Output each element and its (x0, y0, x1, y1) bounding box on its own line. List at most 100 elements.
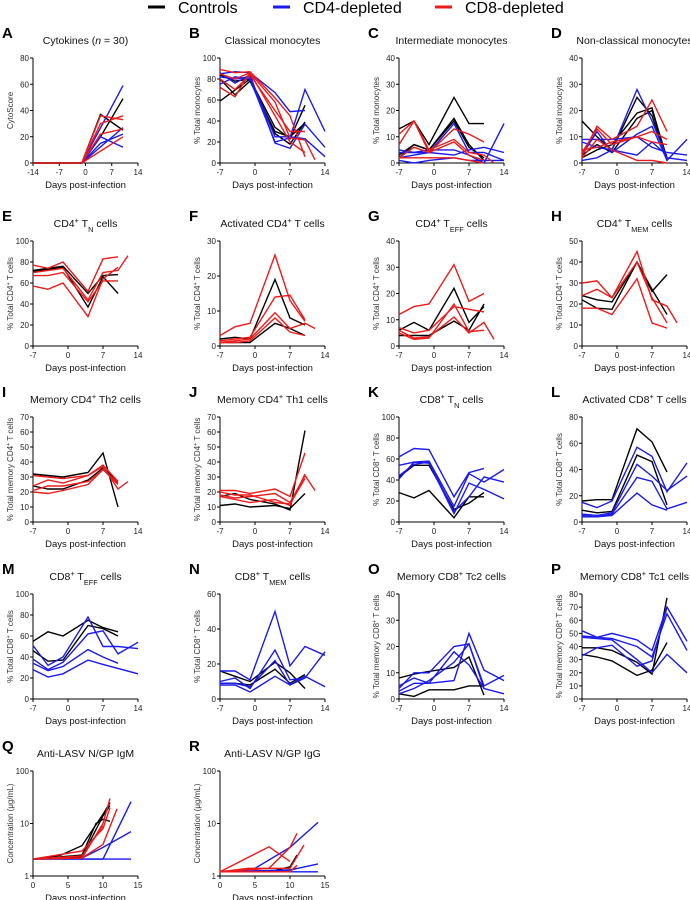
text-segment: % Total memory CD4 (193, 445, 202, 521)
x-tick-label: 0 (432, 527, 437, 536)
panel-title: Memory CD8+ Tc2 cells (397, 569, 506, 584)
series-line-cd8-depleted (581, 138, 668, 164)
panel-letter: H (551, 208, 562, 225)
series-line-cd4-depleted (398, 631, 505, 692)
panel-title: Memory CD4+ Th2 cells (30, 392, 141, 407)
x-tick-label: 7 (467, 351, 472, 360)
y-tick-label: 20 (386, 497, 395, 506)
panel-letter: N (189, 561, 200, 578)
panel-title: Activated CD4+ T cells (220, 216, 324, 231)
series-line-cd4-depleted (219, 72, 326, 150)
text-segment: EFF (450, 225, 464, 234)
x-tick-label: 0 (253, 527, 258, 536)
x-tick-label: 0 (253, 351, 258, 360)
y-tick-label: 10 (386, 669, 395, 678)
series-line-cd4-depleted (398, 146, 505, 159)
x-tick-label: 14 (683, 704, 690, 713)
series-line-controls (581, 642, 668, 677)
text-segment: EFF (84, 578, 98, 587)
x-axis-label: Days post-infection (411, 363, 492, 374)
series-line-controls (219, 493, 306, 510)
x-tick-label: 10 (99, 881, 108, 890)
series-line-cd8-depleted (32, 464, 119, 482)
y-tick-label: 40 (569, 54, 578, 63)
panel-title: Activated CD8+ T cells (582, 392, 686, 407)
series-line-cd8-depleted (219, 294, 306, 342)
series-line-cd8-depleted (33, 115, 124, 164)
y-tick-label: 0 (25, 695, 30, 704)
x-tick-label: 0 (615, 351, 620, 360)
y-tick-label: 40 (386, 237, 395, 246)
y-axis-label: % Total CD4+ T cells (6, 257, 15, 330)
x-axis-label: Days post-infection (232, 893, 313, 900)
series-line-cd8-depleted (398, 141, 485, 162)
y-tick-label: 0 (212, 159, 217, 168)
text-segment: CD8 (235, 571, 256, 583)
y-tick-label: 10 (569, 321, 578, 330)
series-line-cd8-depleted (398, 302, 485, 341)
y-tick-label: 1 (212, 872, 217, 881)
y-tick-label: 40 (569, 643, 578, 652)
text-segment: % Total CD4 (372, 285, 381, 330)
text-segment: cells (93, 218, 117, 230)
y-tick-label: 0 (212, 518, 217, 527)
series-line-cd4-depleted (81, 127, 124, 164)
series-line-cd8-depleted (399, 157, 485, 164)
y-tick-label: 10 (569, 682, 578, 691)
y-tick-label: 40 (386, 54, 395, 63)
panel-letter: K (368, 384, 379, 401)
text-segment: T cells (372, 257, 381, 282)
series-line-cd4-depleted (581, 141, 668, 156)
text-segment: % Total monocytes (372, 77, 381, 144)
text-segment: cells (459, 394, 483, 406)
text-segment: T cells (555, 257, 564, 282)
y-tick-label: 60 (569, 439, 578, 448)
text-segment: Concentration (μg/mL) (6, 783, 15, 863)
text-segment: Anti-LASV N/GP IgG (224, 748, 321, 760)
y-tick-label: 60 (569, 616, 578, 625)
series-line-cd4-depleted (581, 446, 688, 509)
series-line-controls (581, 260, 668, 315)
series-line-cd8-depleted (398, 305, 485, 334)
y-tick-label: 20 (207, 138, 216, 147)
y-tick-label: 0 (391, 518, 396, 527)
panel-title: Cytokines (n = 30) (43, 35, 129, 47)
x-tick-label: 5 (66, 881, 71, 890)
series-line-cd4-depleted (32, 615, 139, 667)
text-segment: Intermediate monocytes (395, 35, 507, 47)
series-line-cd8-depleted (33, 271, 118, 304)
y-tick-label: 50 (569, 237, 578, 246)
panel-l: L Activated CD8+ T cells% Total CD8+ T ce… (551, 384, 690, 550)
x-tick-label: 0 (253, 168, 258, 177)
series-line-cd4-depleted (581, 636, 688, 674)
y-tick-label: 40 (569, 258, 578, 267)
panel-letter: E (2, 208, 12, 225)
text-segment: % Total memory CD8 (555, 622, 564, 698)
x-tick-label: 0 (66, 704, 71, 713)
text-segment: + (555, 620, 561, 623)
panel-title: Memory CD4+ Th1 cells (217, 392, 328, 407)
x-tick-label: -7 (29, 351, 37, 360)
y-tick-label: 100 (382, 413, 396, 422)
series-line-cd4-depleted (32, 630, 139, 671)
x-tick-label: 14 (321, 527, 330, 536)
panel-letter: D (551, 25, 562, 42)
text-segment: % Total memory CD4 (6, 445, 15, 521)
text-segment: T cells (6, 418, 15, 443)
y-tick-label: 80 (20, 54, 29, 63)
panel-title: CD8+ TEFF cells (49, 569, 121, 587)
y-tick-label: 100 (16, 237, 30, 246)
panel-letter: B (189, 25, 200, 42)
y-tick-label: 60 (20, 428, 29, 437)
text-segment: N (88, 225, 93, 234)
y-axis-label: % Total memory CD8+ T cells (555, 595, 564, 699)
x-tick-label: 0 (432, 351, 437, 360)
panel-letter: P (551, 561, 561, 578)
panel-o: O Memory CD8+ Tc2 cells% Total memory CD8… (368, 561, 509, 727)
series-line-cd8-depleted (81, 136, 124, 164)
y-tick-label: 10 (20, 503, 29, 512)
y-axis-label: % Total memory CD4+ T cells (193, 418, 202, 522)
text-segment: T cells (193, 418, 202, 443)
x-tick-label: 7 (467, 527, 472, 536)
text-segment: Th2 cells (96, 394, 141, 406)
